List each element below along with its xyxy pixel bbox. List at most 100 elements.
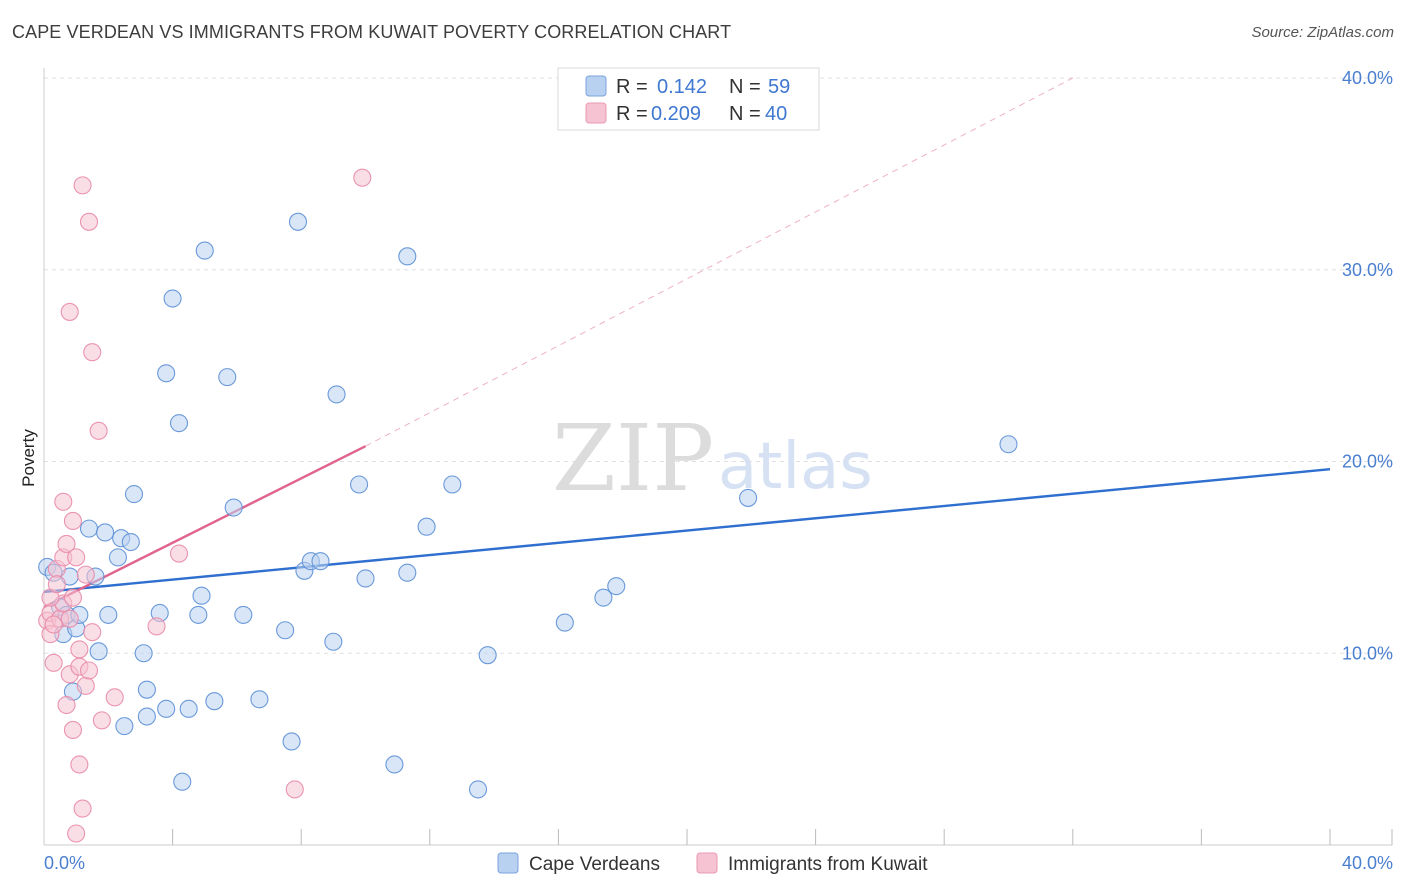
point-cape-verdeans-51 <box>443 475 462 494</box>
point-kuwait-37 <box>47 575 66 594</box>
point-kuwait-38 <box>63 588 82 607</box>
point-kuwait-30 <box>92 711 111 730</box>
legend-r-value-1: 0.142 <box>657 76 707 98</box>
point-kuwait-28 <box>83 623 102 642</box>
point-cape-verdeans-52 <box>468 780 488 799</box>
axes <box>43 68 1393 846</box>
bottom-legend-label-cape-verdeans: Cape Verdeans <box>529 854 660 875</box>
point-cape-verdeans-33 <box>218 368 237 387</box>
point-kuwait-34 <box>285 780 304 799</box>
legend-r-value-2: 0.209 <box>651 103 701 125</box>
point-kuwait-22 <box>73 176 92 195</box>
point-kuwait-14 <box>63 720 82 740</box>
trend-line-kuwait-extension <box>365 77 1074 447</box>
y-axis-label: Poverty <box>19 429 38 487</box>
legend-n-value-1: 59 <box>768 76 790 98</box>
point-cape-verdeans-20 <box>137 680 156 699</box>
point-cape-verdeans-34 <box>224 498 243 517</box>
correlation-legend: R = 0.142 N = 59 R = 0.209 N = 40 <box>557 67 820 131</box>
point-kuwait-31 <box>105 688 124 707</box>
point-cape-verdeans-9 <box>79 519 99 538</box>
legend-n-label-2: N = <box>729 103 761 125</box>
point-cape-verdeans-24 <box>157 364 176 383</box>
point-cape-verdeans-26 <box>169 414 189 433</box>
point-cape-verdeans-55 <box>594 588 613 607</box>
source-credit: Source: ZipAtlas.com <box>1251 24 1394 41</box>
point-kuwait-15 <box>63 511 82 530</box>
point-cape-verdeans-54 <box>555 613 574 632</box>
point-kuwait-9 <box>57 534 76 554</box>
legend-swatch-blue <box>585 75 607 97</box>
point-cape-verdeans-29 <box>189 605 208 624</box>
point-cape-verdeans-39 <box>288 212 308 231</box>
point-cape-verdeans-21 <box>137 707 156 726</box>
point-kuwait-16 <box>67 548 86 567</box>
point-cape-verdeans-42 <box>311 552 330 571</box>
point-cape-verdeans-43 <box>324 632 343 651</box>
series-legend: Cape Verdeans Immigrants from Kuwait <box>497 852 928 875</box>
point-kuwait-21 <box>73 799 92 818</box>
point-cape-verdeans-12 <box>96 523 115 542</box>
y-tick-label-20: 20.0% <box>1342 452 1393 472</box>
point-kuwait-11 <box>60 609 79 628</box>
y-tick-label-40: 40.0% <box>1342 68 1393 88</box>
point-kuwait-8 <box>54 492 73 511</box>
legend-n-value-2: 40 <box>765 103 787 125</box>
point-cape-verdeans-48 <box>398 563 417 582</box>
x-tick-label-0: 0.0% <box>44 853 85 873</box>
data-points <box>38 168 1018 843</box>
point-cape-verdeans-50 <box>417 517 436 536</box>
point-cape-verdeans-47 <box>385 755 404 774</box>
point-kuwait-33 <box>169 544 189 563</box>
gridlines <box>44 77 1392 654</box>
point-kuwait-26 <box>79 661 99 680</box>
y-tick-label-10: 10.0% <box>1342 643 1393 663</box>
point-cape-verdeans-31 <box>195 241 214 260</box>
point-cape-verdeans-23 <box>157 699 176 718</box>
point-kuwait-24 <box>76 565 95 584</box>
point-kuwait-20 <box>70 755 89 774</box>
point-cape-verdeans-16 <box>115 717 134 736</box>
point-cape-verdeans-46 <box>356 569 375 588</box>
point-kuwait-25 <box>79 212 99 231</box>
trend-line-cape-verdeans <box>43 467 1331 594</box>
point-kuwait-29 <box>89 421 108 440</box>
point-cape-verdeans-14 <box>108 548 127 567</box>
legend-r-label-2: R = <box>616 103 648 125</box>
point-cape-verdeans-35 <box>234 605 253 624</box>
point-cape-verdeans-32 <box>205 692 224 711</box>
watermark-zip: ZIP <box>552 405 714 512</box>
point-cape-verdeans-36 <box>250 690 269 709</box>
legend-r-label-1: R = <box>616 76 648 98</box>
point-cape-verdeans-19 <box>134 644 153 663</box>
point-kuwait-39 <box>44 615 63 634</box>
bottom-legend-swatch-kuwait <box>696 852 718 874</box>
tick-labels: 10.0% 20.0% 30.0% 40.0% 0.0% 40.0% <box>44 68 1393 873</box>
point-kuwait-23 <box>76 676 95 695</box>
legend-swatch-pink <box>585 102 607 124</box>
point-cape-verdeans-57 <box>739 488 758 507</box>
trend-lines <box>43 77 1331 609</box>
point-cape-verdeans-45 <box>350 475 369 494</box>
point-kuwait-3 <box>44 653 63 672</box>
point-cape-verdeans-49 <box>398 247 417 266</box>
chart-title: CAPE VERDEAN VS IMMIGRANTS FROM KUWAIT P… <box>12 22 732 42</box>
point-cape-verdeans-30 <box>192 586 211 605</box>
point-kuwait-10 <box>57 695 76 715</box>
point-cape-verdeans-25 <box>163 289 182 308</box>
watermark: ZIP atlas <box>552 405 873 512</box>
legend-n-label-1: N = <box>729 76 761 98</box>
point-kuwait-17 <box>67 824 86 843</box>
point-cape-verdeans-56 <box>607 577 626 596</box>
y-tick-label-30: 30.0% <box>1342 260 1393 280</box>
point-cape-verdeans-27 <box>173 772 192 791</box>
x-tick-label-40: 40.0% <box>1342 853 1393 873</box>
bottom-legend-label-kuwait: Immigrants from Kuwait <box>728 854 928 875</box>
point-kuwait-32 <box>147 617 166 636</box>
point-cape-verdeans-28 <box>179 699 198 718</box>
point-cape-verdeans-11 <box>89 642 108 661</box>
point-cape-verdeans-17 <box>121 532 140 552</box>
point-cape-verdeans-44 <box>327 385 346 404</box>
point-kuwait-35 <box>353 168 372 187</box>
